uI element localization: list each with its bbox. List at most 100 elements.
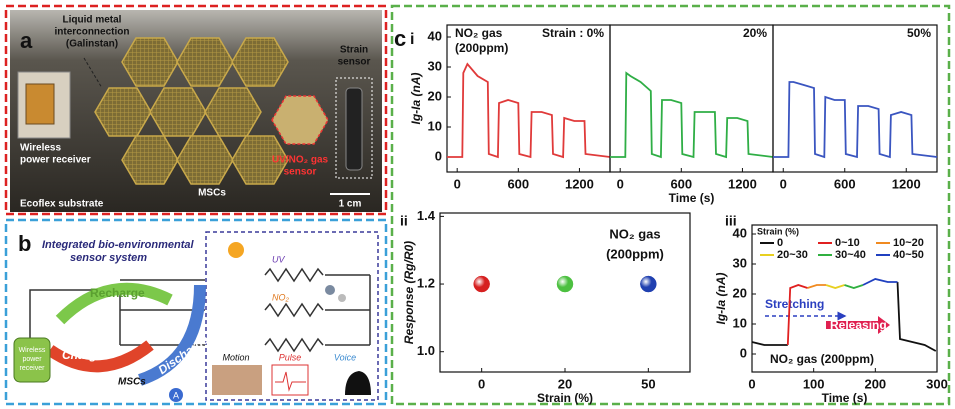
strain-sensor	[346, 88, 362, 170]
sub-label: i	[410, 31, 414, 48]
y-tick-label: 10	[733, 315, 747, 330]
legend-label: 30~40	[835, 249, 866, 261]
x-tick-label: 0	[478, 376, 485, 391]
title: Integrated bio-environmental	[42, 239, 195, 251]
line	[845, 285, 864, 288]
label: Voice	[334, 352, 356, 362]
voice-icon	[345, 371, 371, 395]
y-tick-label: 1.2	[417, 275, 435, 290]
y-tick-label: 0	[435, 148, 442, 163]
y-axis-label: Ig-Ia (nA)	[714, 273, 728, 325]
legend-label: 20~30	[777, 249, 808, 261]
x-axis-label: Strain (%)	[537, 391, 593, 405]
panel-a: a Liquid metal interconnection (Galinsta…	[6, 6, 386, 214]
label: UV/NO₂ gas	[272, 155, 329, 166]
label: Recharge	[90, 286, 145, 300]
legend-title: Strain (%)	[757, 226, 799, 236]
label: Liquid metal	[63, 15, 122, 26]
legend-label: 40~50	[893, 249, 924, 261]
y-tick-label: 30	[428, 58, 442, 73]
panel-b: b Integrated bio-environmental sensor sy…	[6, 220, 386, 404]
y-tick-label: 30	[733, 255, 747, 270]
x-tick-label: 600	[507, 176, 529, 191]
line	[788, 285, 808, 345]
label: receiver	[20, 365, 46, 372]
y-tick-label: 20	[733, 285, 747, 300]
y-tick-label: 1.0	[417, 343, 435, 358]
sun-icon	[228, 242, 244, 258]
panel-label: c	[394, 26, 406, 51]
x-tick-label: 1200	[892, 176, 921, 191]
label: (Galinstan)	[66, 39, 118, 50]
point	[474, 276, 490, 292]
label: power receiver	[20, 155, 91, 166]
x-tick-label: 0	[780, 176, 787, 191]
label: Pulse	[279, 352, 302, 362]
y-tick-label: 20	[428, 88, 442, 103]
label: power	[22, 356, 42, 363]
legend-label: 0	[777, 237, 783, 249]
label: Ecoflex substrate	[20, 199, 104, 210]
line	[826, 285, 845, 288]
x-tick-label: 100	[803, 376, 825, 391]
y-tick-label: 40	[733, 225, 747, 240]
label: sensor	[338, 57, 371, 68]
strain-label: Strain : 0%	[542, 26, 604, 40]
line	[808, 285, 827, 288]
coil	[26, 84, 54, 124]
label: Charge	[62, 348, 104, 362]
x-tick-label: 0	[454, 176, 461, 191]
molecule	[325, 285, 335, 295]
legend-label: 10~20	[893, 237, 924, 249]
label: sensor	[284, 167, 317, 178]
x-tick-label: 200	[864, 376, 886, 391]
y-axis-label: Response (Rg/R0)	[402, 241, 416, 344]
line	[863, 279, 898, 285]
y-tick-label: 0	[740, 345, 747, 360]
x-tick-label: 600	[834, 176, 856, 191]
x-tick-label: 20	[558, 376, 572, 391]
label: UV	[272, 254, 285, 264]
chart-title: (200ppm)	[455, 41, 508, 55]
figure: a Liquid metal interconnection (Galinsta…	[0, 0, 955, 409]
x-axis-label: Time (s)	[669, 191, 715, 205]
legend-label: 0~10	[835, 237, 860, 249]
label: interconnection	[54, 27, 129, 38]
resistors	[265, 269, 323, 351]
y-tick-label: 1.4	[417, 208, 436, 223]
x-tick-label: 50	[641, 376, 655, 391]
panel-label: a	[20, 28, 33, 53]
x-axis-label: Time (s)	[822, 391, 868, 405]
point	[557, 276, 573, 292]
label: Wireless	[20, 143, 61, 154]
label: MSCs	[198, 188, 226, 199]
pulse-image	[272, 365, 308, 395]
label: Motion	[222, 352, 249, 362]
annotation: (200ppm)	[606, 246, 664, 261]
hexagons	[95, 38, 288, 184]
annotation: Releasing	[830, 318, 887, 332]
label: Wireless	[19, 347, 46, 354]
y-tick-label: 10	[428, 118, 442, 133]
title: sensor system	[70, 252, 147, 264]
annotation: NO₂ gas	[609, 226, 660, 241]
label: Strain	[340, 45, 368, 56]
x-tick-label: 1200	[728, 176, 757, 191]
chart-title: NO₂ gas	[455, 26, 503, 40]
strain-label: 50%	[907, 26, 931, 40]
panel-label: b	[18, 231, 31, 256]
motion-image	[212, 365, 262, 395]
x-tick-label: 600	[670, 176, 692, 191]
label: 1 cm	[339, 199, 362, 210]
x-tick-label: 0	[617, 176, 624, 191]
x-tick-label: 1200	[565, 176, 594, 191]
point	[640, 276, 656, 292]
y-axis-label: Ig-Ia (nA)	[409, 73, 423, 125]
line	[773, 82, 937, 157]
molecule	[338, 294, 346, 302]
x-tick-label: 300	[926, 376, 948, 391]
line	[610, 73, 773, 157]
label: A	[173, 390, 179, 400]
strain-label: 20%	[743, 26, 767, 40]
label: NO₂	[272, 292, 290, 302]
